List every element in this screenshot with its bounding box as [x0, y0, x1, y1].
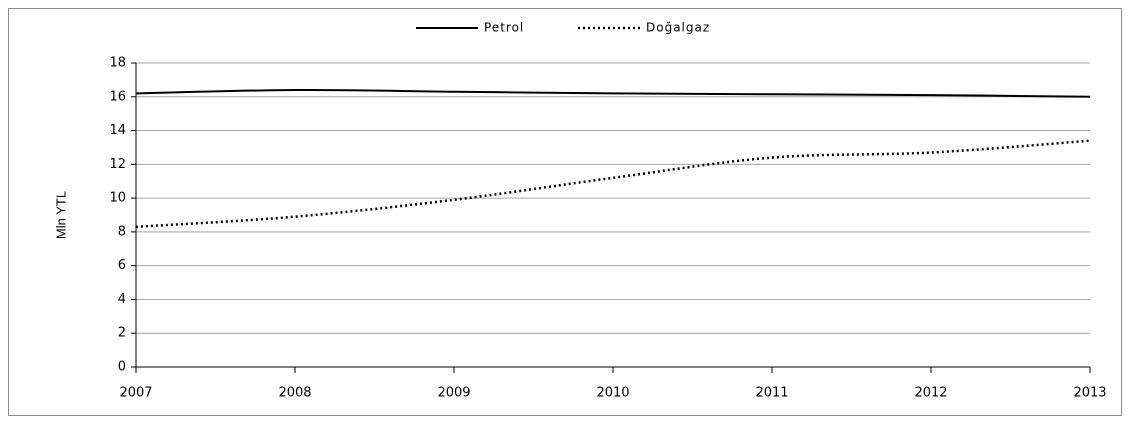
y-tick-label: 2 [118, 326, 126, 341]
y-tick-label: 14 [109, 123, 126, 138]
legend-label: Petrol [484, 21, 524, 35]
y-tick-label: 0 [118, 360, 126, 375]
y-tick-label: 8 [118, 224, 126, 239]
x-tick-label: 2012 [914, 386, 947, 401]
line-series [135, 88, 1091, 98]
legend-label: Doğalgaz [646, 21, 710, 35]
y-tick-label: 18 [109, 56, 126, 71]
y-tick-label: 10 [109, 191, 126, 206]
y-tick-label: 4 [118, 292, 126, 307]
x-tick-label: 2013 [1073, 386, 1106, 401]
y-axis-label: Mln YTL [53, 191, 68, 239]
x-tick-label: 2007 [119, 386, 152, 401]
x-tick-label: 2008 [278, 386, 311, 401]
y-tick-label: 12 [109, 157, 126, 172]
chart-border [8, 8, 1122, 416]
x-tick-label: 2011 [755, 386, 788, 401]
x-tick-label: 2009 [437, 386, 470, 401]
y-tick-label: 6 [118, 258, 126, 273]
x-tick-label: 2010 [596, 386, 629, 401]
y-tick-label: 16 [109, 89, 126, 104]
